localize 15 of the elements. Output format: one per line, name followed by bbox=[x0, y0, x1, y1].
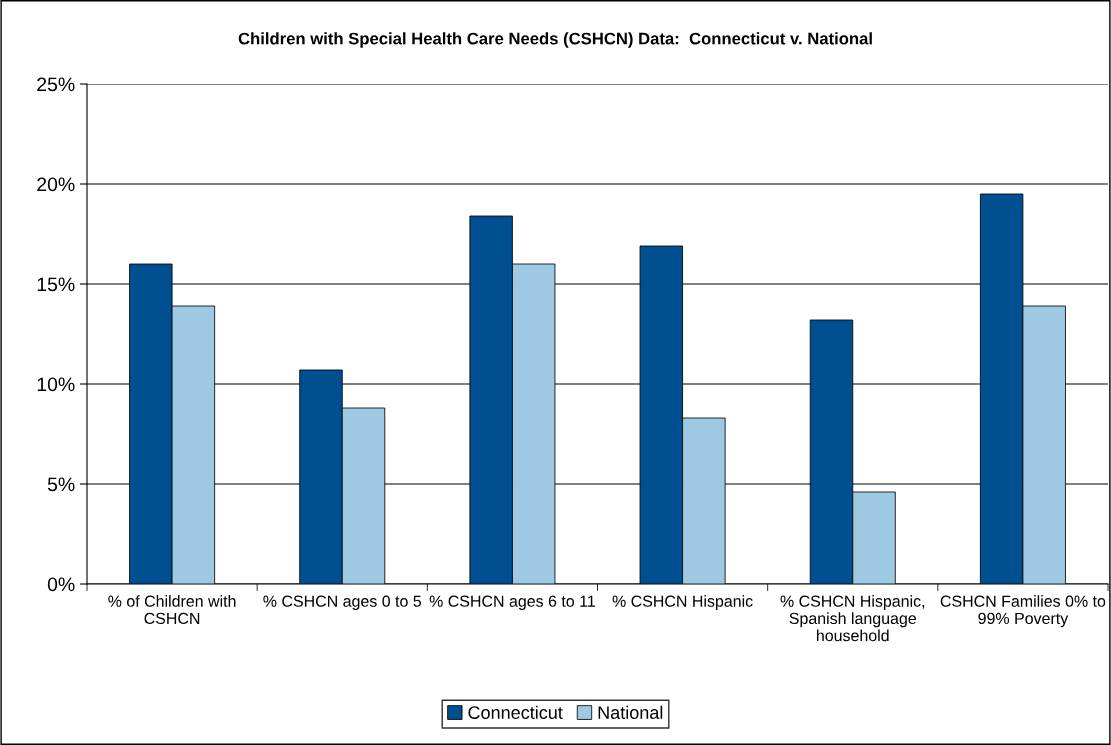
y-tick-label: 20% bbox=[37, 177, 75, 192]
y-tick-label: 0% bbox=[47, 577, 75, 592]
y-tick-label: 25% bbox=[37, 77, 75, 92]
x-tick-label: % CSHCN ages 6 to 11 bbox=[429, 595, 595, 610]
legend-label: Connecticut bbox=[468, 705, 563, 719]
y-tick-label: 15% bbox=[37, 277, 75, 292]
chart-title: Children with Special Health Care Needs (CSHCN) Data: Connecticut v. National bbox=[238, 32, 872, 48]
y-tick-label: 10% bbox=[37, 377, 75, 392]
y-tick-label: 5% bbox=[47, 477, 75, 492]
x-tick-label: CSHCN Families 0% to 99% Poverty bbox=[940, 595, 1106, 628]
x-tick-label: % of Children with CSHCN bbox=[108, 595, 236, 625]
x-tick-label: % CSHCN Hispanic bbox=[612, 595, 753, 610]
legend-label: National bbox=[598, 705, 663, 719]
x-tick-label: % CSHCN ages 0 to 5 bbox=[263, 595, 422, 610]
x-tick-label: % CSHCN Hispanic, Spanish language household bbox=[780, 595, 925, 642]
